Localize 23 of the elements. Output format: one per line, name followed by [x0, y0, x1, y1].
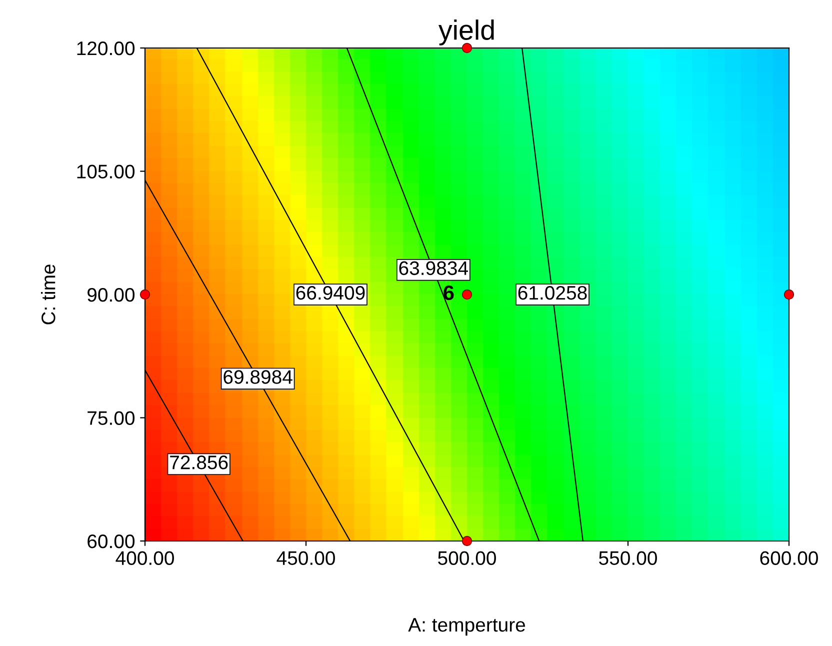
series-label: 72.856 [170, 456, 228, 470]
y-tick-label: 120.00 [77, 41, 135, 56]
point [784, 289, 794, 300]
series-label: 66.9409 [296, 286, 365, 300]
series-label: 61.0258 [518, 286, 587, 300]
x-tick-label: 550.00 [599, 551, 657, 566]
series-label: 69.8984 [224, 370, 292, 384]
x-axis-title: A: temperture [408, 618, 526, 636]
point [462, 536, 472, 546]
annotation: 6 [444, 285, 454, 300]
point [462, 289, 472, 300]
y-tick-label: 90.00 [88, 288, 135, 302]
series-label: 63.9834 [399, 261, 468, 276]
y-tick-label: 60.00 [88, 534, 135, 548]
y-axis-title: C: time [41, 264, 56, 324]
x-tick-label: 500.00 [438, 551, 496, 566]
point [140, 289, 150, 300]
y-tick-label: 105.00 [77, 164, 135, 178]
x-tick-label: 450.00 [276, 551, 335, 566]
y-tick-label: 75.00 [88, 411, 135, 425]
x-tick-label: 400.00 [116, 551, 174, 566]
chart-title: yield [438, 20, 494, 46]
x-tick-label: 600.00 [760, 551, 818, 566]
